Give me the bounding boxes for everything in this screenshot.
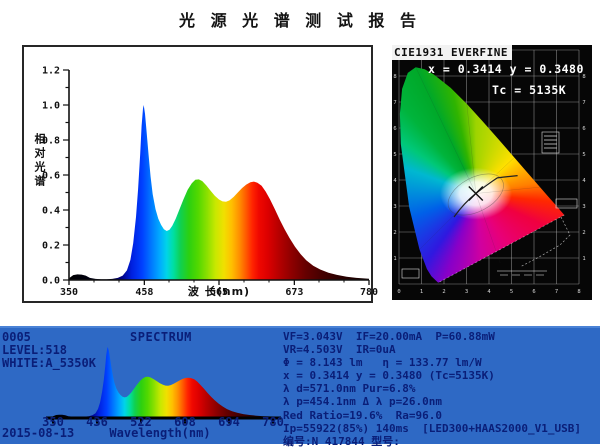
- svg-text:3: 3: [393, 204, 396, 210]
- svg-text:5: 5: [510, 289, 513, 295]
- spectral-distribution-plot: 0.0 0.2 0.4 0.6 0.8 1.0 1.2 350 458 565 673 780: [42, 66, 378, 299]
- svg-text:7: 7: [555, 289, 558, 295]
- svg-text:4: 4: [487, 289, 491, 295]
- page-title: 光 源 光 谱 测 试 报 告: [179, 11, 421, 30]
- svg-text:0.0: 0.0: [42, 276, 60, 287]
- panel-x-tick-label: 522: [130, 415, 152, 429]
- svg-text:673: 673: [285, 287, 303, 298]
- panel-x-tick-label: 350: [42, 415, 64, 429]
- svg-text:0: 0: [397, 289, 400, 295]
- level-readout: LEVEL:518: [2, 343, 68, 357]
- reading-line: λ d=571.0nm Pur=6.8%: [283, 382, 416, 396]
- instrument-readout-panel: 0005 LEVEL:518 WHITE:A_5350K SPECTRUM 35…: [0, 326, 600, 448]
- svg-text:1: 1: [393, 256, 396, 262]
- svg-text:6: 6: [582, 126, 585, 132]
- cie-xy-value: x = 0.3414 y = 0.3480: [428, 62, 584, 76]
- measurement-date: 2015-08-13: [2, 426, 75, 440]
- reading-line: λ p=454.1nm Δ λ p=26.0nm: [283, 395, 442, 409]
- svg-text:350: 350: [60, 287, 78, 298]
- svg-text:8: 8: [577, 289, 580, 295]
- svg-text:6: 6: [393, 126, 396, 132]
- record-number: 0005: [2, 330, 31, 344]
- spectral-distribution-chart: 0.0 0.2 0.4 0.6 0.8 1.0 1.2 350 458 565 673 780 相对光…: [22, 45, 378, 303]
- svg-text:0.8: 0.8: [42, 136, 60, 147]
- svg-text:0.4: 0.4: [42, 206, 60, 217]
- reading-line: Ip=55922(85%) 140ms [LED300+HAAS2000_V1_…: [283, 421, 582, 435]
- svg-text:3: 3: [465, 289, 468, 295]
- svg-text:7: 7: [582, 100, 585, 106]
- svg-text:1.0: 1.0: [42, 101, 60, 112]
- panel-spectrum-plot: [46, 347, 281, 424]
- panel-x-tick-label: 436: [86, 415, 108, 429]
- svg-text:1.2: 1.2: [42, 66, 60, 77]
- reading-line: Red Ratio=19.6% Ra=96.0: [283, 408, 442, 422]
- cie-header: CIE1931 EVERFINE: [392, 45, 512, 60]
- reading-line: VR=4.503V IR=0uA: [283, 343, 396, 357]
- reading-line: VF=3.043V IF=20.00mA P=60.88mW: [283, 330, 495, 343]
- reading-line: Φ = 8.143 lm η = 133.77 lm/W: [283, 356, 482, 370]
- svg-text:2: 2: [393, 230, 396, 236]
- svg-text:5: 5: [582, 152, 585, 158]
- svg-text:7: 7: [393, 100, 396, 106]
- x-axis-label: 波 长(nm): [187, 285, 251, 298]
- reading-line: x = 0.3414 y = 0.3480 (Tc=5135K): [283, 369, 495, 383]
- svg-text:0.2: 0.2: [42, 241, 60, 252]
- panel-x-tick-label: 608: [174, 415, 196, 429]
- spectrum-title: SPECTRUM: [130, 330, 192, 344]
- svg-text:565: 565: [210, 287, 228, 298]
- y-axis-label: 相对光谱: [33, 133, 46, 189]
- svg-text:8: 8: [393, 74, 396, 80]
- svg-text:2: 2: [442, 289, 445, 295]
- svg-text:4: 4: [393, 178, 397, 184]
- svg-text:6: 6: [532, 289, 535, 295]
- svg-text:3: 3: [582, 204, 585, 210]
- white-reference: WHITE:A_5350K: [2, 356, 96, 370]
- reading-line: 编号:N 417844 型号:: [283, 434, 400, 448]
- svg-text:8: 8: [582, 74, 585, 80]
- panel-x-tick-label: 694: [218, 415, 240, 429]
- svg-text:1: 1: [582, 256, 585, 262]
- svg-text:1: 1: [420, 289, 423, 295]
- cie1931-diagram: 0 1 2 3 4 5 6 7 8 8 8 7 7 6 6 5 5 4 4 3 3 2 2 1 1 CIE1931 EVERFI…: [392, 45, 592, 300]
- wavelength-label: Wavelength(nm): [109, 426, 211, 440]
- svg-text:780: 780: [360, 287, 378, 298]
- svg-text:2: 2: [582, 230, 585, 236]
- svg-text:458: 458: [135, 287, 153, 298]
- svg-text:0.6: 0.6: [42, 171, 60, 182]
- measurement-readings: VF=3.043V IF=20.00mA P=60.88mW VR=4.503V …: [283, 330, 581, 448]
- panel-x-tick-label: 780: [262, 415, 284, 429]
- svg-text:5: 5: [393, 152, 396, 158]
- svg-text:4: 4: [582, 178, 586, 184]
- cie-tc-value: Tc = 5135K: [492, 83, 567, 97]
- cie-marks: 0 1 2 3 4 5 6 7 8 8 8 7 7 6 6 5 5 4 4 3 3 2 2 1 1: [393, 67, 586, 295]
